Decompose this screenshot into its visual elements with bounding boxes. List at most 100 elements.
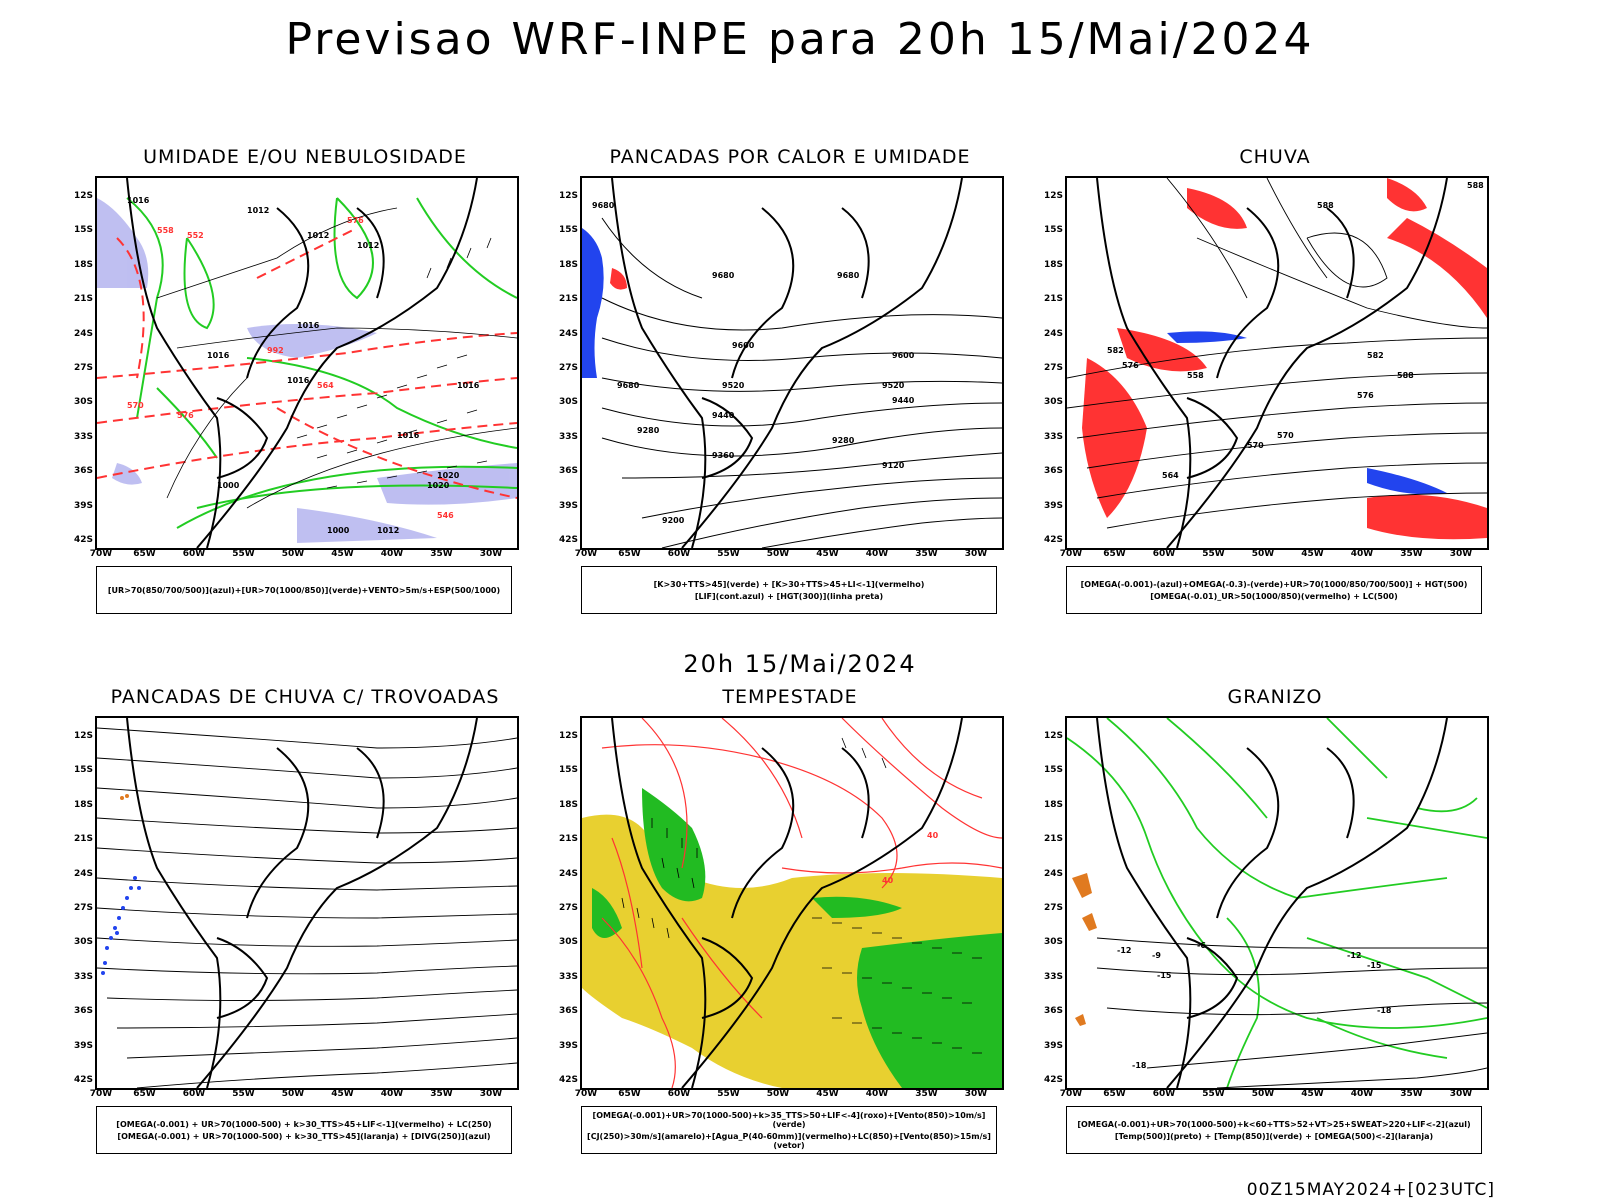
legend-tempestade: [OMEGA(-0.001)+UR>70(1000-500)+k>35_TTS>… [581, 1106, 997, 1154]
contour-label: 1012 [247, 206, 269, 215]
lat-tick-label: 33S [73, 431, 93, 442]
lon-tick-label: 35W [1400, 1089, 1423, 1099]
lon-axis: 70W 65W 60W 55W 50W 45W 40W 35W 30W [575, 1089, 1004, 1103]
contour-label: 564 [317, 381, 334, 390]
lat-axis: 12S 15S 18S 21S 24S 27S 30S 33S 36S 39S 42S [1037, 716, 1063, 1090]
contour-label: 9520 [882, 381, 905, 390]
lon-tick-label: 60W [667, 1089, 691, 1099]
contour-label: 588 [1397, 371, 1414, 380]
lat-tick-label: 27S [1043, 903, 1063, 913]
lat-tick-label: 42S [73, 1075, 93, 1085]
lat-tick-label: 18S [1043, 799, 1063, 810]
lat-tick-label: 39S [1043, 500, 1063, 511]
contour-label: 9600 [732, 341, 755, 350]
contour-label: 1012 [357, 241, 379, 250]
lat-tick-label: 18S [73, 799, 93, 810]
contour-label: 9680 [712, 271, 735, 280]
panel-pancadas-calor: PANCADAS POR CALOR E UMIDADE 12S 15S 18S 21… [559, 146, 1020, 646]
coastline [611, 718, 963, 1088]
lat-tick-label: 33S [558, 971, 578, 982]
red-contours [601, 718, 1002, 1088]
map-svg-granizo: -12 -12 -15 -15 -18 -18 -6 -9 [1067, 718, 1487, 1088]
lat-tick-label: 12S [73, 731, 93, 741]
lat-tick-label: 24S [558, 328, 578, 339]
contour-label: -15 [1157, 971, 1172, 980]
panel-title: PANCADAS POR CALOR E UMIDADE [609, 146, 971, 168]
contour-label: 576 [347, 216, 364, 225]
main-title: Previsao WRF-INPE para 20h 15/Mai/2024 [285, 14, 1315, 65]
lon-tick-label: 60W [667, 549, 691, 559]
lon-tick-label: 55W [717, 549, 740, 559]
map-granizo: -12 -12 -15 -15 -18 -18 -6 -9 [1065, 716, 1489, 1090]
lat-tick-label: 18S [558, 799, 578, 810]
contour-label: 582 [1107, 346, 1124, 355]
lat-tick-label: 27S [73, 363, 93, 373]
lon-tick-label: 50W [281, 549, 305, 559]
contour-label: 1016 [297, 321, 320, 330]
map-pancadas-calor: 9680 9680 9680 9600 9520 9440 9360 9280 9280 9120… [580, 176, 1004, 550]
legend-granizo: [OMEGA(-0.001)+UR>70(1000-500)+k<60+TTS>… [1066, 1106, 1482, 1154]
lat-tick-label: 30S [558, 397, 578, 408]
lon-tick-label: 30W [964, 1089, 988, 1099]
lon-tick-label: 30W [479, 549, 503, 559]
lon-tick-label: 50W [766, 1089, 790, 1099]
lat-tick-label: 18S [1043, 259, 1063, 270]
contour-label: 1000 [217, 481, 240, 490]
lat-tick-label: 24S [1043, 868, 1063, 879]
lat-tick-label: 21S [558, 834, 578, 845]
contour-label: 9600 [892, 351, 915, 360]
lat-tick-label: 27S [1043, 363, 1063, 373]
lon-tick-label: 55W [1202, 549, 1225, 559]
lat-tick-label: 30S [73, 937, 93, 948]
lat-tick-label: 27S [558, 903, 578, 913]
lat-axis: 12S 15S 18S 21S 24S 27S 30S 33S 36S 39S 42S [552, 176, 578, 550]
blue-omega-fill [1167, 331, 1447, 495]
lon-axis: 70W 65W 60W 55W 50W 45W 40W 35W 30W [1060, 1089, 1489, 1103]
green-temp850-contours [1067, 718, 1487, 1088]
map-svg-umidade: 1012 1012 1012 1016 1016 1016 1016 1016 10201020… [97, 178, 517, 548]
black-temp500-contours [1096, 937, 1487, 1088]
red-rain-fill [1082, 178, 1487, 540]
lat-tick-label: 21S [558, 294, 578, 305]
lon-tick-label: 45W [331, 549, 354, 559]
lat-tick-label: 24S [1043, 328, 1063, 339]
contour-label: 1020 [427, 481, 450, 490]
contour-label: -18 [1132, 1061, 1147, 1070]
lon-tick-label: 60W [1152, 549, 1176, 559]
lon-tick-label: 70W [89, 1089, 113, 1099]
map-umidade: 1012 1012 1012 1016 1016 1016 1016 1016 1020 1020… [95, 176, 519, 550]
lat-axis: 12S 15S 18S 21S 24S 27S 30S 33S 36S 39S 42S [552, 716, 578, 1090]
contour-label: -12 [1347, 951, 1361, 960]
lat-tick-label: 24S [73, 328, 93, 339]
lon-tick-label: 45W [331, 1089, 354, 1099]
lon-tick-label: 70W [1059, 549, 1083, 559]
contour-label: 9280 [637, 426, 660, 435]
contour-label: 576 [177, 411, 194, 420]
map-tempestade: 40 40 [580, 716, 1004, 1090]
coastline [126, 718, 478, 1088]
lon-tick-label: 45W [816, 549, 839, 559]
legend-line: [OMEGA(-0.001)+UR>70(1000-500)+k<60+TTS>… [1077, 1119, 1471, 1129]
lon-tick-label: 45W [816, 1089, 839, 1099]
contour-label: 9680 [592, 201, 615, 210]
lon-tick-label: 30W [1449, 549, 1473, 559]
lat-tick-label: 18S [558, 259, 578, 270]
streamlines [1067, 178, 1487, 529]
lon-tick-label: 35W [430, 549, 453, 559]
contour-label: 1012 [307, 231, 329, 240]
lon-tick-label: 65W [1103, 1089, 1126, 1099]
contour-label: 1016 [287, 376, 310, 385]
lat-tick-label: 30S [1043, 397, 1063, 408]
lat-tick-label: 33S [1043, 431, 1063, 442]
lon-tick-label: 40W [1350, 549, 1374, 559]
lon-tick-label: 40W [865, 549, 889, 559]
red-instability [610, 268, 627, 290]
panel-chuva: CHUVA 12S 15S 18S 21S 24S 27S 30S 33S 36S 39S 42S [1043, 146, 1505, 646]
lat-tick-label: 30S [1043, 937, 1063, 948]
lat-tick-label: 39S [73, 1040, 93, 1051]
lat-tick-label: 21S [73, 834, 93, 845]
lon-tick-label: 55W [1202, 1089, 1225, 1099]
row-time-label: 20h 15/Mai/2024 [683, 650, 917, 678]
contour-label: 40 [927, 831, 939, 840]
lat-tick-label: 39S [73, 500, 93, 511]
